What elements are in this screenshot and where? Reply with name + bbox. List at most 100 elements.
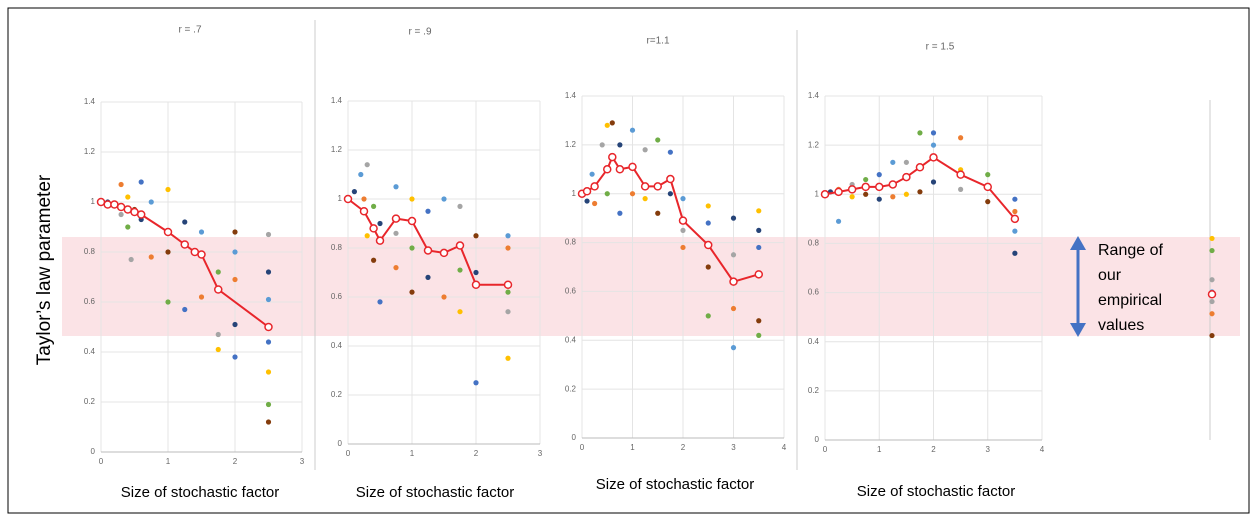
data-point: [890, 159, 896, 165]
annotation: Range of: [1098, 242, 1163, 259]
mean-point: [704, 240, 713, 250]
data-point: [655, 210, 661, 216]
mean-point: [1010, 214, 1020, 224]
data-point: [182, 306, 188, 313]
data-point: [1209, 298, 1215, 305]
mean-point: [847, 185, 857, 194]
data-point: [165, 249, 171, 255]
mean-point: [653, 182, 662, 191]
data-point: [835, 218, 842, 224]
data-point: [849, 194, 855, 200]
mean-point: [264, 322, 273, 332]
data-point: [215, 346, 221, 353]
mean-point: [666, 174, 675, 184]
data-point: [958, 186, 964, 192]
data-point: [148, 199, 154, 205]
data-point: [863, 191, 869, 197]
data-point: [1012, 250, 1018, 256]
x-axis-label: Size of stochastic factor: [356, 484, 514, 501]
data-point: [457, 267, 463, 273]
data-point: [629, 127, 636, 133]
data-point: [505, 245, 511, 251]
y-tick-label: 1.2: [808, 140, 820, 149]
data-point: [730, 252, 737, 258]
data-point: [371, 257, 377, 263]
data-point: [182, 219, 188, 225]
mean-point: [983, 182, 992, 192]
x-tick-label: 2: [931, 445, 936, 454]
x-tick-label: 4: [1040, 445, 1045, 454]
x-tick-label: 3: [986, 445, 991, 454]
mean-point: [628, 162, 637, 172]
data-point: [265, 419, 272, 425]
data-point: [409, 289, 415, 295]
y-tick-label: 0: [91, 447, 96, 456]
data-point: [393, 230, 399, 236]
x-tick-label: 3: [300, 457, 305, 466]
data-point: [617, 142, 623, 148]
annotation: our: [1098, 267, 1122, 284]
data-point: [473, 233, 479, 239]
y-tick-label: 0.8: [331, 243, 343, 252]
mean-point: [391, 214, 401, 223]
data-point: [505, 309, 511, 315]
data-point: [756, 208, 762, 214]
data-point: [198, 229, 205, 235]
data-point: [371, 203, 377, 209]
mean-point: [407, 216, 417, 226]
mean-point: [103, 200, 112, 209]
x-tick-label: 3: [731, 443, 736, 452]
data-point: [876, 196, 882, 202]
y-tick-label: 0.8: [808, 239, 820, 248]
frame: [7, 7, 1250, 514]
data-point: [584, 198, 590, 204]
y-tick-label: 1: [338, 194, 343, 203]
data-point: [890, 194, 896, 200]
data-point: [409, 196, 415, 202]
y-tick-label: 0.2: [84, 397, 96, 406]
data-point: [903, 191, 909, 197]
y-tick-label: 0.4: [565, 335, 577, 344]
y-tick-label: 1: [91, 197, 96, 206]
data-point: [1209, 247, 1215, 254]
data-point: [958, 135, 964, 141]
mean-point: [343, 194, 353, 204]
mean-point: [369, 224, 378, 233]
mean-point: [608, 152, 617, 162]
data-point: [125, 194, 131, 200]
y-tick-label: 0.6: [565, 287, 577, 296]
data-point: [863, 176, 869, 183]
mean-point: [956, 170, 965, 179]
mean-point: [214, 285, 223, 294]
y-tick-label: 0.4: [331, 341, 343, 350]
mean-point: [902, 172, 911, 182]
y-tick-label: 0.2: [565, 384, 577, 393]
data-point: [730, 345, 737, 351]
data-point: [165, 186, 171, 193]
data-point: [409, 245, 415, 251]
x-tick-label: 2: [681, 443, 686, 452]
x-tick-label: 2: [233, 457, 238, 466]
data-point: [232, 249, 238, 255]
data-point: [705, 264, 711, 270]
data-point: [667, 191, 673, 197]
data-point: [1209, 332, 1215, 339]
data-point: [1209, 277, 1215, 283]
data-point: [917, 130, 923, 136]
data-point: [680, 196, 686, 202]
data-point: [705, 203, 711, 209]
y-tick-label: 1.2: [331, 145, 343, 154]
mean-point: [130, 207, 139, 217]
data-point: [589, 171, 595, 177]
data-point: [730, 215, 737, 221]
mean-point: [471, 280, 481, 289]
mean-point: [375, 236, 385, 245]
data-point: [592, 200, 598, 207]
y-tick-label: 0.8: [565, 238, 577, 247]
data-point: [473, 380, 479, 386]
mean-point: [834, 187, 843, 197]
mean-point: [615, 165, 625, 174]
data-point: [232, 354, 238, 360]
data-point: [457, 309, 463, 315]
data-point: [377, 299, 383, 305]
